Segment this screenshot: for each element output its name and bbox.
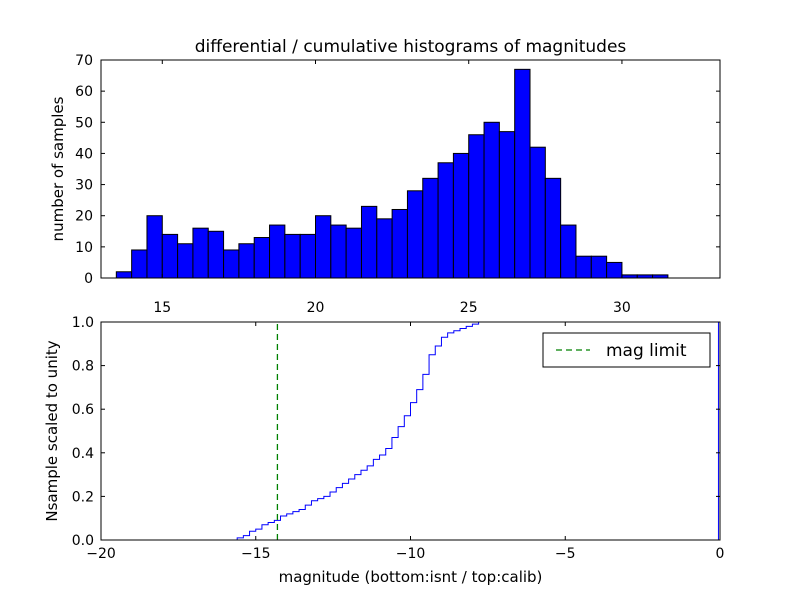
cumulative-panel: −20 −15 −10 −5 0 0.0 0.2 0.4 0.6 0.8 1.0 magnitude… [43,315,724,586]
legend-entry-mag-limit: mag limit [606,341,687,361]
histogram-bar [406,190,424,279]
histogram-y-tick-label: 40 [75,146,93,162]
histogram-x-tick-label: 30 [613,300,631,316]
histogram-y-tick-label: 20 [75,209,93,225]
histogram-bar [514,68,531,279]
histogram-bar [360,205,378,279]
cumulative-y-tick-label: 0.0 [72,533,94,549]
cumulative-y-tick-label: 0.8 [72,359,94,375]
cumulative-lines [101,321,719,541]
histogram-y-tick-label: 60 [75,84,93,100]
histogram-bar [146,215,163,279]
histogram-bar [529,146,546,279]
histogram-bar [177,243,194,279]
histogram-bar [376,218,393,279]
histogram-axes-frame [100,59,721,279]
histogram-bar [483,121,500,279]
cumulative-x-axis-label: magnitude (bottom:isnt / top:calib) [279,568,543,586]
cumulative-x-tick-label: −15 [241,546,271,562]
histogram-bar [606,261,623,279]
histogram-panel: differential / cumulative histograms of … [49,37,721,316]
cumulative-y-tick-label: 0.6 [72,402,94,418]
histogram-bar [437,162,454,279]
cumulative-step-line [101,321,719,541]
cumulative-ticks: −20 −15 −10 −5 0 0.0 0.2 0.4 0.6 0.8 1.0 [72,315,725,562]
histogram-bar [223,249,240,279]
cumulative-y-tick-label: 0.4 [72,446,94,462]
cumulative-y-tick-label: 1.0 [72,315,94,331]
histogram-bar [269,224,286,279]
histogram-bar [498,131,516,279]
histogram-bars [115,68,669,279]
histogram-bar [115,271,133,279]
histogram-y-tick-label: 10 [75,240,93,256]
cumulative-axes-frame [100,321,721,541]
histogram-bar [544,177,562,279]
histogram-y-axis-label: number of samples [49,96,67,241]
histogram-bar [345,227,362,279]
histogram-bar [590,255,608,279]
histogram-bar [560,224,577,279]
histogram-bar [422,177,439,279]
histogram-bar [299,233,317,279]
cumulative-y-axis-label: Nsample scaled to unity [43,340,61,521]
histogram-y-tick-label: 70 [75,53,93,69]
histogram-bar [131,249,148,279]
legend: mag limit [542,332,711,368]
histogram-x-tick-label: 25 [460,300,478,316]
histogram-bar [192,227,209,279]
histogram-bar [284,233,301,279]
histogram-bar [315,215,332,279]
cumulative-x-tick-label: 0 [716,546,725,562]
histogram-y-tick-label: 50 [75,115,93,131]
chart-title: differential / cumulative histograms of … [195,37,627,57]
histogram-bar [207,230,225,279]
histogram-bar [161,233,179,279]
histogram-x-tick-label: 20 [307,300,325,316]
histogram-bar [330,224,347,279]
histogram-bar [452,152,470,279]
histogram-bar [575,255,592,279]
histogram-bar [468,134,485,279]
cumulative-x-tick-label: −10 [396,546,426,562]
cumulative-x-tick-label: −5 [555,546,576,562]
histogram-bar [391,208,408,279]
cumulative-x-tick-label: −20 [86,546,116,562]
histogram-y-tick-label: 30 [75,178,93,194]
histogram-bar [253,237,271,279]
histogram-bar [238,243,255,279]
histogram-y-tick-label: 0 [84,271,93,287]
cumulative-y-tick-label: 0.2 [72,489,94,505]
histogram-x-tick-label: 15 [153,300,171,316]
